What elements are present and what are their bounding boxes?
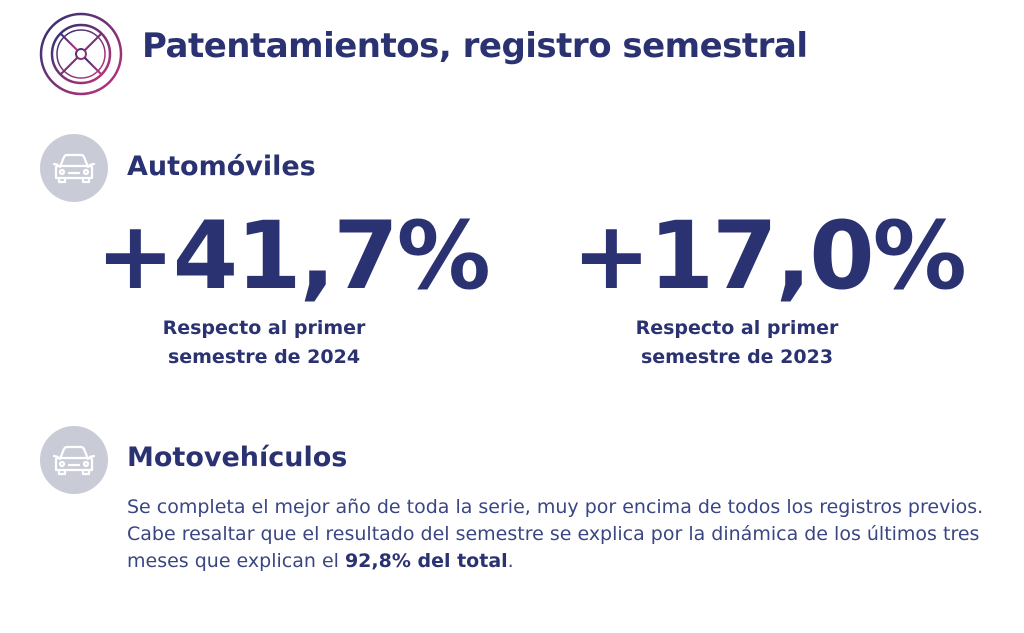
page-title: Patentamientos, registro semestral [142,26,808,66]
car-icon [40,134,108,202]
description-end: . [507,550,514,572]
stat-caption-line1: Respecto al primer [635,317,839,339]
section-heading-automoviles: Automóviles [127,151,316,182]
car-icon [40,426,108,494]
description-text: Se completa el mejor año de toda la seri… [127,496,984,572]
stat-value-2023: +17,0% [572,202,967,311]
stat-caption-2024: Respecto al primer semestre de 2024 [104,314,424,372]
stat-caption-2023: Respecto al primer semestre de 2023 [577,314,897,372]
motovehiculos-description: Se completa el mejor año de toda la seri… [127,494,987,575]
stat-caption-line1: Respecto al primer [162,317,366,339]
wheel-icon [38,11,124,97]
stat-caption-line2: semestre de 2024 [167,346,361,368]
stat-caption-line2: semestre de 2023 [640,346,834,368]
stat-value-2024: +41,7% [96,202,491,311]
description-highlight: 92,8% del total [344,550,508,572]
section-heading-motovehiculos: Motovehículos [127,442,348,473]
